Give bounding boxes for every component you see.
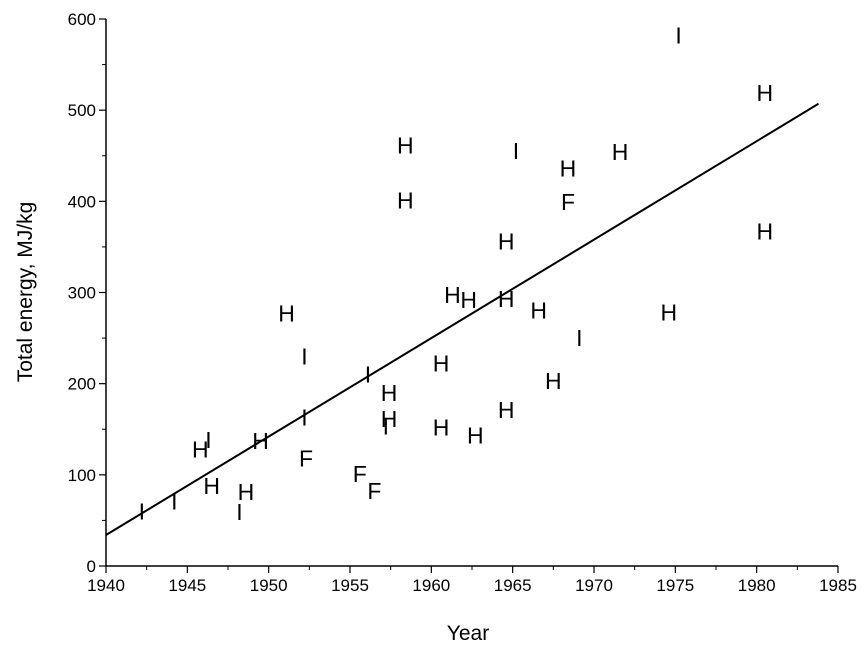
data-point-h: H [612, 139, 629, 165]
data-point-i: I [171, 488, 177, 514]
x-axis-title: Year [447, 622, 489, 645]
data-point-h: H [530, 298, 547, 324]
x-tick-label: 1945 [168, 576, 206, 595]
data-point-h: H [381, 380, 398, 406]
data-point-i: I [576, 325, 582, 351]
data-point-h: H [756, 218, 773, 244]
data-point-h: H [381, 406, 398, 432]
data-point-h: H [238, 479, 255, 505]
data-point-h: H [433, 351, 450, 377]
data-point-f: F [353, 461, 367, 487]
x-tick-label: 1950 [250, 576, 288, 595]
y-tick-label: 0 [87, 557, 96, 576]
y-tick-label: 600 [68, 10, 96, 29]
data-point-h: H [397, 133, 414, 159]
trendline [105, 102, 819, 536]
y-axis-title: Total energy, MJ/kg [14, 202, 37, 383]
data-point-h: H [460, 287, 477, 313]
x-tick-label: 1965 [494, 576, 532, 595]
data-point-h: H [498, 286, 515, 312]
data-point-f: F [299, 445, 313, 471]
y-tick-label: 500 [68, 101, 96, 120]
data-point-h: H [444, 282, 461, 308]
trendline-group [105, 102, 819, 536]
data-point-h: H [498, 228, 515, 254]
y-tick-label: 400 [68, 192, 96, 211]
y-tick-label: 100 [68, 466, 96, 485]
data-point-h: H [397, 187, 414, 213]
x-tick-label: 1975 [656, 576, 694, 595]
x-tick-label: 1970 [575, 576, 613, 595]
data-point-i: I [301, 404, 307, 430]
x-tick-label: 1955 [331, 576, 369, 595]
data-point-h: H [252, 428, 269, 454]
data-point-h: H [192, 436, 209, 462]
data-point-h: H [498, 397, 515, 423]
data-point-h: H [560, 156, 577, 182]
data-point-h: H [278, 300, 295, 326]
data-point-h: H [467, 423, 484, 449]
axis-ticks: 1940 1945 1950 1955 1960 1965 1970 1975 1980 1985… [68, 10, 857, 595]
data-point-h: H [433, 414, 450, 440]
data-point-h: H [756, 80, 773, 106]
data-point-i: I [301, 343, 307, 369]
data-point-h: H [203, 473, 220, 499]
x-tick-label: 1940 [87, 576, 125, 595]
x-tick-label: 1960 [412, 576, 450, 595]
data-point-i: I [205, 427, 211, 453]
data-point-i: I [139, 498, 145, 524]
data-point-h: H [545, 368, 562, 394]
y-tick-label: 300 [68, 284, 96, 303]
y-tick-label: 200 [68, 375, 96, 394]
data-point-i: I [236, 499, 242, 525]
x-tick-label: 1980 [738, 576, 776, 595]
data-point-i: I [365, 362, 371, 388]
data-point-h: H [661, 300, 678, 326]
data-point-i: I [513, 138, 519, 164]
x-tick-label: 1985 [819, 576, 857, 595]
data-point-f: F [367, 478, 381, 504]
data-point-f: F [561, 189, 575, 215]
data-point-i: I [675, 22, 681, 48]
data-point-i: I [383, 414, 389, 440]
